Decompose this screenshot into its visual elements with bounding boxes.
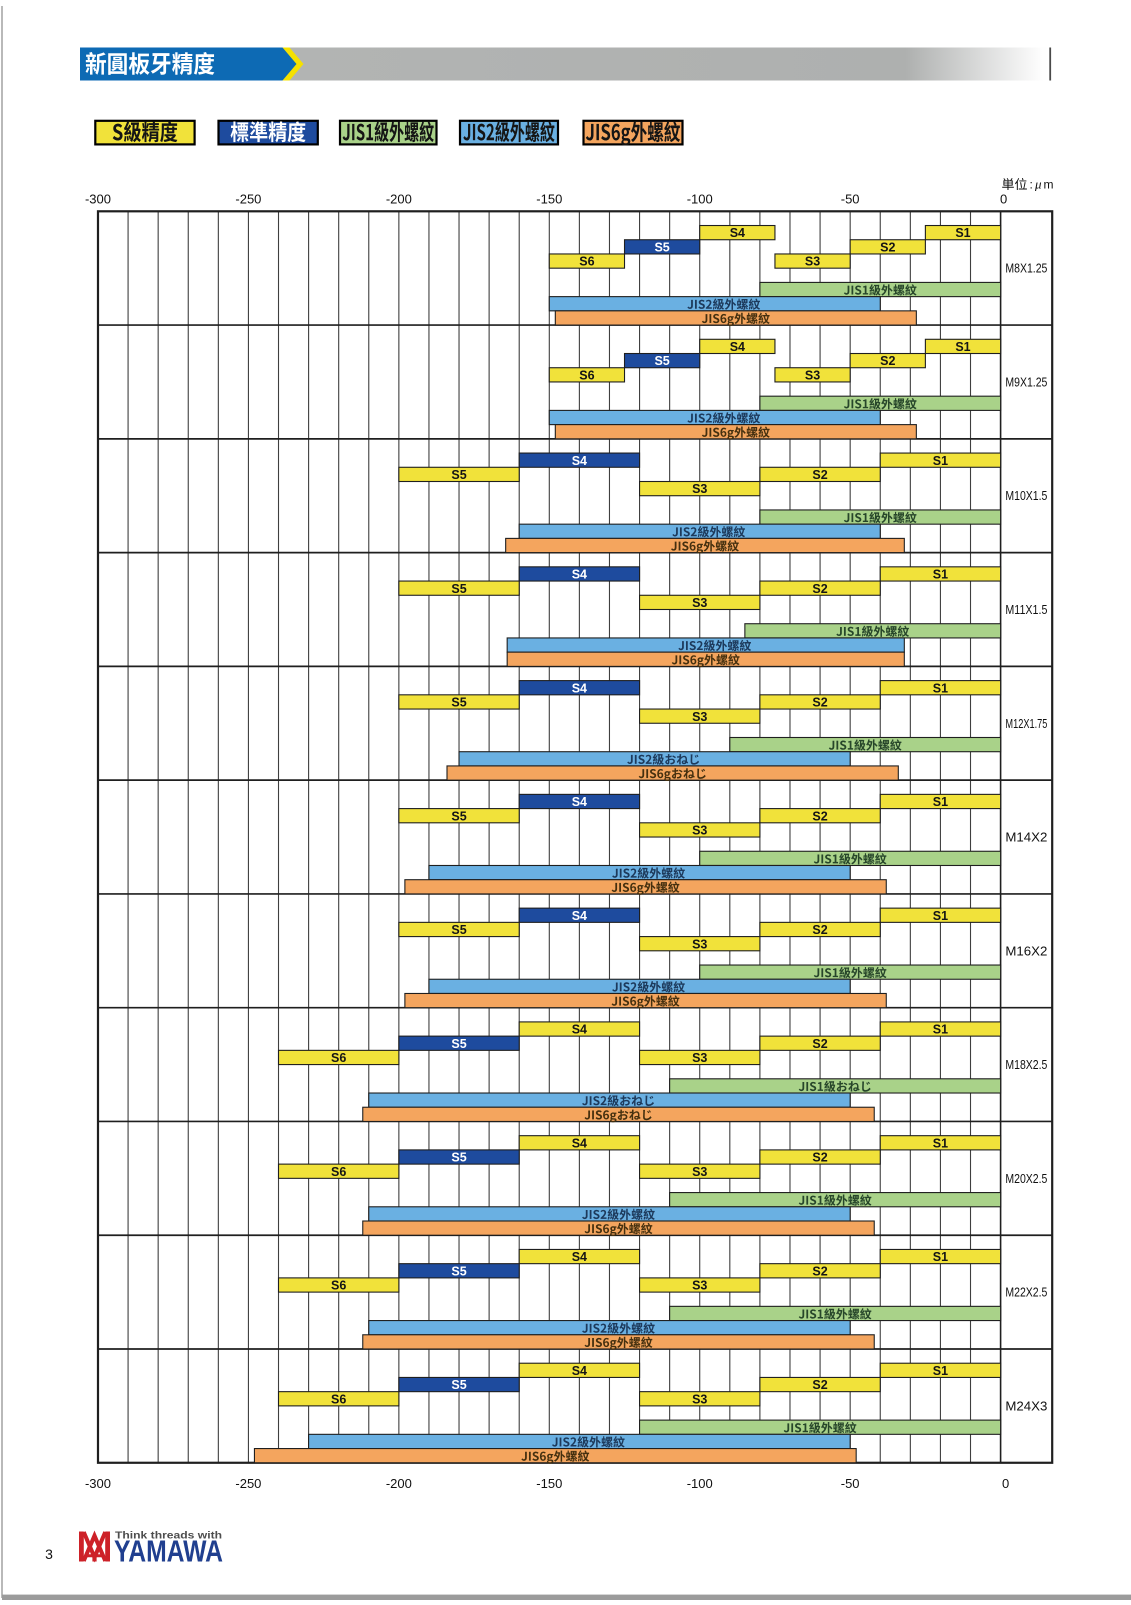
svg-text:0: 0: [1002, 1476, 1009, 1491]
svg-text:S3: S3: [692, 596, 707, 610]
svg-text:S5: S5: [451, 809, 466, 823]
svg-text:S5: S5: [451, 1151, 466, 1165]
svg-text:S6: S6: [331, 1051, 346, 1065]
svg-text:S2: S2: [812, 923, 827, 937]
svg-text:M14X2: M14X2: [1005, 830, 1047, 845]
svg-text:S5: S5: [451, 923, 466, 937]
svg-text:-250: -250: [235, 192, 261, 207]
svg-text:S2: S2: [812, 468, 827, 482]
svg-text:S3: S3: [692, 710, 707, 724]
svg-text:S5: S5: [654, 240, 669, 254]
svg-text:M24X3: M24X3: [1005, 1398, 1047, 1413]
svg-text:Think threads with: Think threads with: [115, 1531, 222, 1542]
svg-text:S4: S4: [572, 1023, 587, 1037]
svg-text:-200: -200: [386, 192, 412, 207]
svg-text:S1: S1: [933, 1136, 948, 1150]
svg-text:S5: S5: [451, 582, 466, 596]
svg-text:-200: -200: [386, 1476, 412, 1491]
svg-text:S1: S1: [933, 1364, 948, 1378]
svg-text:S4: S4: [572, 1136, 587, 1150]
svg-text:S4: S4: [572, 795, 587, 809]
svg-text:S1: S1: [933, 568, 948, 582]
svg-text:S3: S3: [692, 482, 707, 496]
svg-text:YAMAWA: YAMAWA: [114, 1535, 223, 1569]
svg-text:-100: -100: [687, 192, 713, 207]
svg-text:S3: S3: [692, 1392, 707, 1406]
svg-text:S5: S5: [451, 468, 466, 482]
svg-text:S5: S5: [451, 1037, 466, 1051]
svg-text:0: 0: [1000, 192, 1007, 207]
svg-text:-150: -150: [536, 1476, 562, 1491]
svg-text:M11X1.5: M11X1.5: [1005, 602, 1047, 617]
svg-text::: :: [1030, 178, 1033, 192]
svg-text:S4: S4: [572, 909, 587, 923]
svg-text:-150: -150: [536, 192, 562, 207]
svg-text:S6: S6: [579, 368, 594, 382]
svg-text:M20X2.5: M20X2.5: [1005, 1171, 1047, 1186]
svg-text:S1: S1: [933, 909, 948, 923]
svg-text:-300: -300: [85, 1476, 111, 1491]
svg-text:M18X2.5: M18X2.5: [1005, 1057, 1047, 1072]
svg-text:S4: S4: [572, 1364, 587, 1378]
svg-text:-50: -50: [841, 1476, 860, 1491]
svg-text:M12X1.75: M12X1.75: [1005, 716, 1047, 731]
svg-text:S4: S4: [572, 568, 587, 582]
svg-text:S6: S6: [331, 1392, 346, 1406]
svg-text:S6: S6: [331, 1279, 346, 1293]
svg-text:S5: S5: [654, 354, 669, 368]
svg-text:S2: S2: [812, 1378, 827, 1392]
svg-text:S2: S2: [812, 1037, 827, 1051]
svg-text:-300: -300: [85, 192, 111, 207]
svg-text:S3: S3: [692, 1165, 707, 1179]
svg-text:S1: S1: [933, 454, 948, 468]
svg-text:S5: S5: [451, 696, 466, 710]
svg-text:S5: S5: [451, 1378, 466, 1392]
svg-text:S2: S2: [812, 582, 827, 596]
svg-text:S2: S2: [812, 696, 827, 710]
svg-text:-100: -100: [687, 1476, 713, 1491]
svg-text:S5: S5: [451, 1264, 466, 1278]
svg-text:M16X2: M16X2: [1005, 943, 1047, 958]
svg-text:S6: S6: [331, 1165, 346, 1179]
svg-text:S4: S4: [730, 340, 745, 354]
svg-text:S1: S1: [955, 340, 970, 354]
svg-text:S2: S2: [812, 1264, 827, 1278]
svg-text:S3: S3: [692, 937, 707, 951]
svg-text:S2: S2: [880, 354, 895, 368]
svg-text:S1: S1: [933, 795, 948, 809]
svg-text:m: m: [1044, 178, 1054, 192]
svg-text:S1: S1: [933, 681, 948, 695]
svg-text:S1: S1: [955, 226, 970, 240]
svg-text:S6: S6: [579, 255, 594, 269]
svg-text:S4: S4: [572, 681, 587, 695]
svg-text:S4: S4: [730, 226, 745, 240]
svg-text:S2: S2: [812, 809, 827, 823]
svg-text:M8X1.25: M8X1.25: [1005, 261, 1047, 276]
svg-text:3: 3: [45, 1546, 53, 1562]
svg-text:S2: S2: [812, 1151, 827, 1165]
svg-text:S3: S3: [692, 1279, 707, 1293]
svg-text:S1: S1: [933, 1023, 948, 1037]
svg-text:S3: S3: [805, 368, 820, 382]
svg-text:M22X2.5: M22X2.5: [1005, 1285, 1047, 1300]
svg-text:S4: S4: [572, 454, 587, 468]
svg-text:S3: S3: [692, 824, 707, 838]
svg-text:S3: S3: [805, 255, 820, 269]
svg-text:μ: μ: [1034, 177, 1042, 192]
svg-text:M9X1.25: M9X1.25: [1005, 374, 1047, 389]
svg-text:S2: S2: [880, 240, 895, 254]
svg-text:-250: -250: [235, 1476, 261, 1491]
svg-text:S3: S3: [692, 1051, 707, 1065]
svg-text:-50: -50: [841, 192, 860, 207]
svg-text:S1: S1: [933, 1250, 948, 1264]
svg-text:S4: S4: [572, 1250, 587, 1264]
svg-text:M10X1.5: M10X1.5: [1005, 488, 1047, 503]
